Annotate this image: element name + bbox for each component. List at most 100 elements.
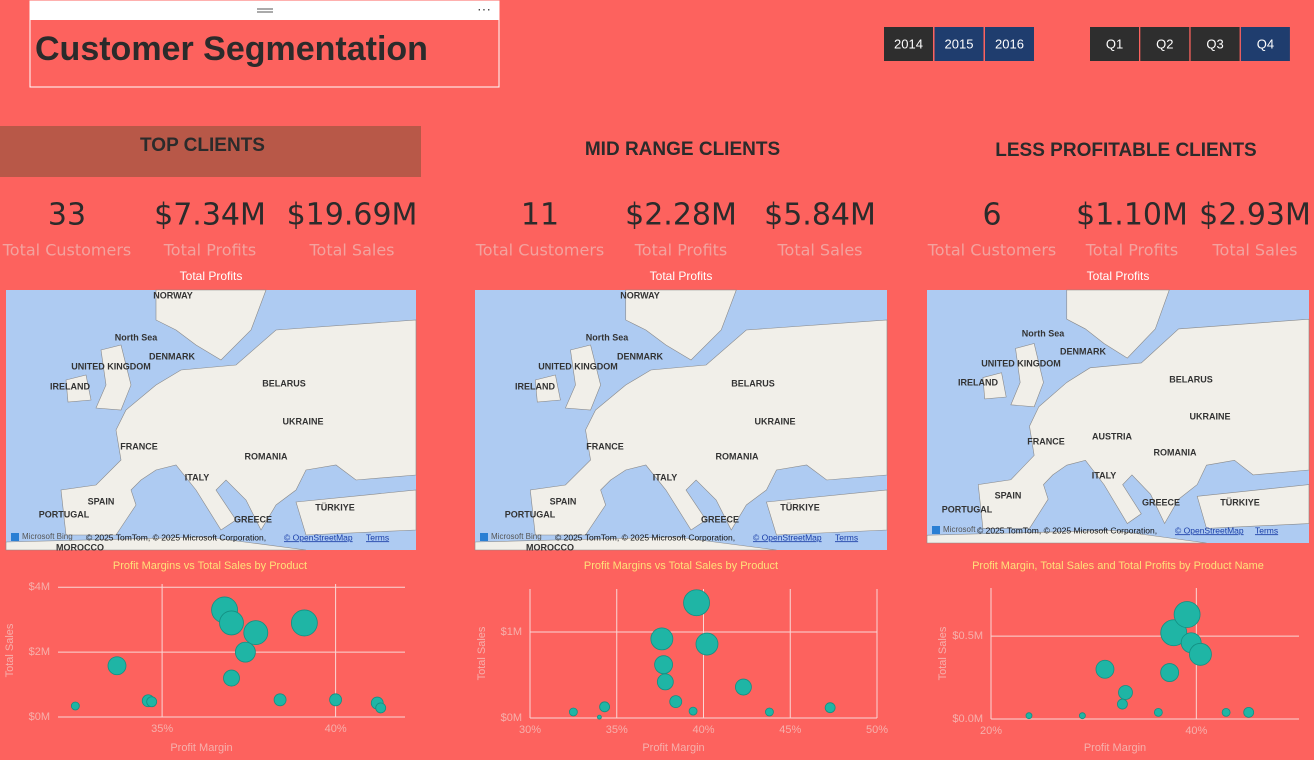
map-label: TÜRKIYE [1220, 497, 1260, 507]
kpi-value: $2.28M [625, 198, 737, 233]
map-terms-link[interactable]: Terms [366, 532, 389, 542]
kpi-label: Total Sales [308, 241, 394, 260]
map-land [534, 374, 561, 403]
filter-button[interactable]: 2015 [934, 27, 984, 61]
button-bg[interactable] [985, 27, 1034, 61]
filter-button[interactable]: 2014 [884, 27, 933, 61]
map-label: UNITED KINGDOM [71, 361, 151, 371]
filter-button[interactable]: Q3 [1190, 27, 1240, 61]
button-bg[interactable] [884, 27, 933, 61]
map-label: SPAIN [88, 496, 115, 506]
map-label: FRANCE [1027, 436, 1065, 446]
y-axis-title: Total Sales [476, 626, 488, 680]
map-land [1010, 343, 1044, 408]
map-title: Total Profits [180, 269, 243, 283]
button-label[interactable]: 2015 [945, 36, 974, 51]
button-bg[interactable] [1140, 27, 1190, 61]
kpi-value: 11 [521, 198, 559, 233]
filter-button[interactable]: Q2 [1140, 27, 1190, 61]
button-label[interactable]: 2014 [894, 36, 923, 51]
kpi-value: $1.10M [1076, 198, 1188, 233]
y-axis-title: Total Sales [937, 626, 949, 680]
more-options[interactable]: ··· [477, 1, 491, 17]
map-label: PORTUGAL [39, 509, 90, 519]
map-label: SPAIN [995, 490, 1022, 500]
y-tick-label: $4M [29, 581, 50, 593]
button-bg[interactable] [1190, 27, 1240, 61]
map-attribution: © 2025 TomTom, © 2025 Microsoft Corporat… [555, 532, 735, 542]
button-bg[interactable] [934, 27, 984, 61]
map-label: MOROCCO [526, 542, 574, 552]
button-bg[interactable] [1240, 27, 1290, 61]
map-attribution: © 2025 TomTom, © 2025 Microsoft Corporat… [86, 532, 266, 542]
map-provider: Microsoft Bing [22, 532, 73, 541]
map-label: UNITED KINGDOM [981, 358, 1061, 368]
map-label: North Sea [115, 332, 159, 342]
kpi-label: Total Customers [2, 241, 132, 260]
x-tick-label: 40% [1185, 725, 1207, 737]
map-land [1066, 289, 1170, 359]
map-label: MOROCCO [56, 542, 104, 552]
map-label: PORTUGAL [942, 504, 993, 514]
scatter-point [695, 632, 719, 656]
scatter-point [735, 678, 752, 696]
scatter-point [824, 702, 836, 714]
map-label: BELARUS [1169, 374, 1213, 384]
y-tick-label: $0M [29, 711, 50, 723]
map-title: Total Profits [650, 269, 713, 283]
scatter-point [1160, 619, 1188, 647]
scatter-point [219, 610, 244, 636]
heading-highlight [0, 126, 421, 177]
kpi-value: $2.93M [1199, 198, 1311, 233]
map-label: UNITED KINGDOM [538, 361, 618, 371]
map-osm-link[interactable]: © OpenStreetMap [753, 532, 822, 542]
map-provider: Microsoft [943, 525, 976, 534]
map-osm-link[interactable]: © OpenStreetMap [1175, 525, 1244, 535]
kpi-label: Total Profits [634, 241, 728, 260]
scatter-point [1025, 712, 1033, 720]
map-label: FRANCE [586, 441, 624, 451]
button-label[interactable]: Q2 [1156, 36, 1173, 51]
map-land [5, 536, 307, 551]
button-label[interactable]: 2016 [995, 36, 1024, 51]
scatter-point [669, 695, 683, 709]
button-label[interactable]: Q3 [1206, 36, 1223, 51]
map-label: PORTUGAL [505, 509, 556, 519]
map-label: ITALY [1092, 470, 1117, 480]
map-label: ITALY [185, 472, 210, 482]
filter-button[interactable]: Q1 [1090, 27, 1139, 61]
map-land [926, 530, 1207, 544]
map-land [65, 374, 92, 403]
map-terms-link[interactable]: Terms [835, 532, 858, 542]
map-label: TÜRKIYE [315, 502, 355, 512]
x-tick-label: 35% [606, 724, 628, 736]
scatter-point [1160, 663, 1180, 682]
map-land [977, 318, 1310, 529]
map-label: DENMARK [617, 351, 663, 361]
scatter-point [243, 620, 269, 646]
map-label: North Sea [1022, 328, 1066, 338]
button-label[interactable]: Q1 [1106, 36, 1123, 51]
scatter-point [223, 669, 240, 687]
map: North Sea DENMARK UNITED KINGDOM IRELAND BEL… [926, 289, 1310, 544]
y-axis-title: Total Sales [4, 623, 16, 677]
y-tick-label: $1M [501, 626, 522, 638]
kpi-value: $5.84M [764, 198, 876, 233]
map-land [60, 319, 417, 536]
kpi-label: Total Sales [776, 241, 862, 260]
button-bg[interactable] [1090, 27, 1139, 61]
scatter-point [654, 655, 673, 675]
map-label: UKRAINE [754, 416, 795, 426]
filter-button[interactable]: Q4 [1240, 27, 1290, 61]
button-label[interactable]: Q4 [1257, 36, 1274, 51]
map-land [625, 289, 737, 361]
map-osm-link[interactable]: © OpenStreetMap [284, 532, 353, 542]
scatter-point [683, 589, 710, 617]
dashboard-title: Customer Segmentation [35, 30, 428, 68]
map-terms-link[interactable]: Terms [1255, 525, 1278, 535]
map-label: NORWAY [620, 290, 660, 300]
filter-button[interactable]: 2016 [985, 27, 1034, 61]
map-label: ROMANIA [1154, 447, 1197, 457]
x-tick-label: 40% [325, 723, 347, 735]
